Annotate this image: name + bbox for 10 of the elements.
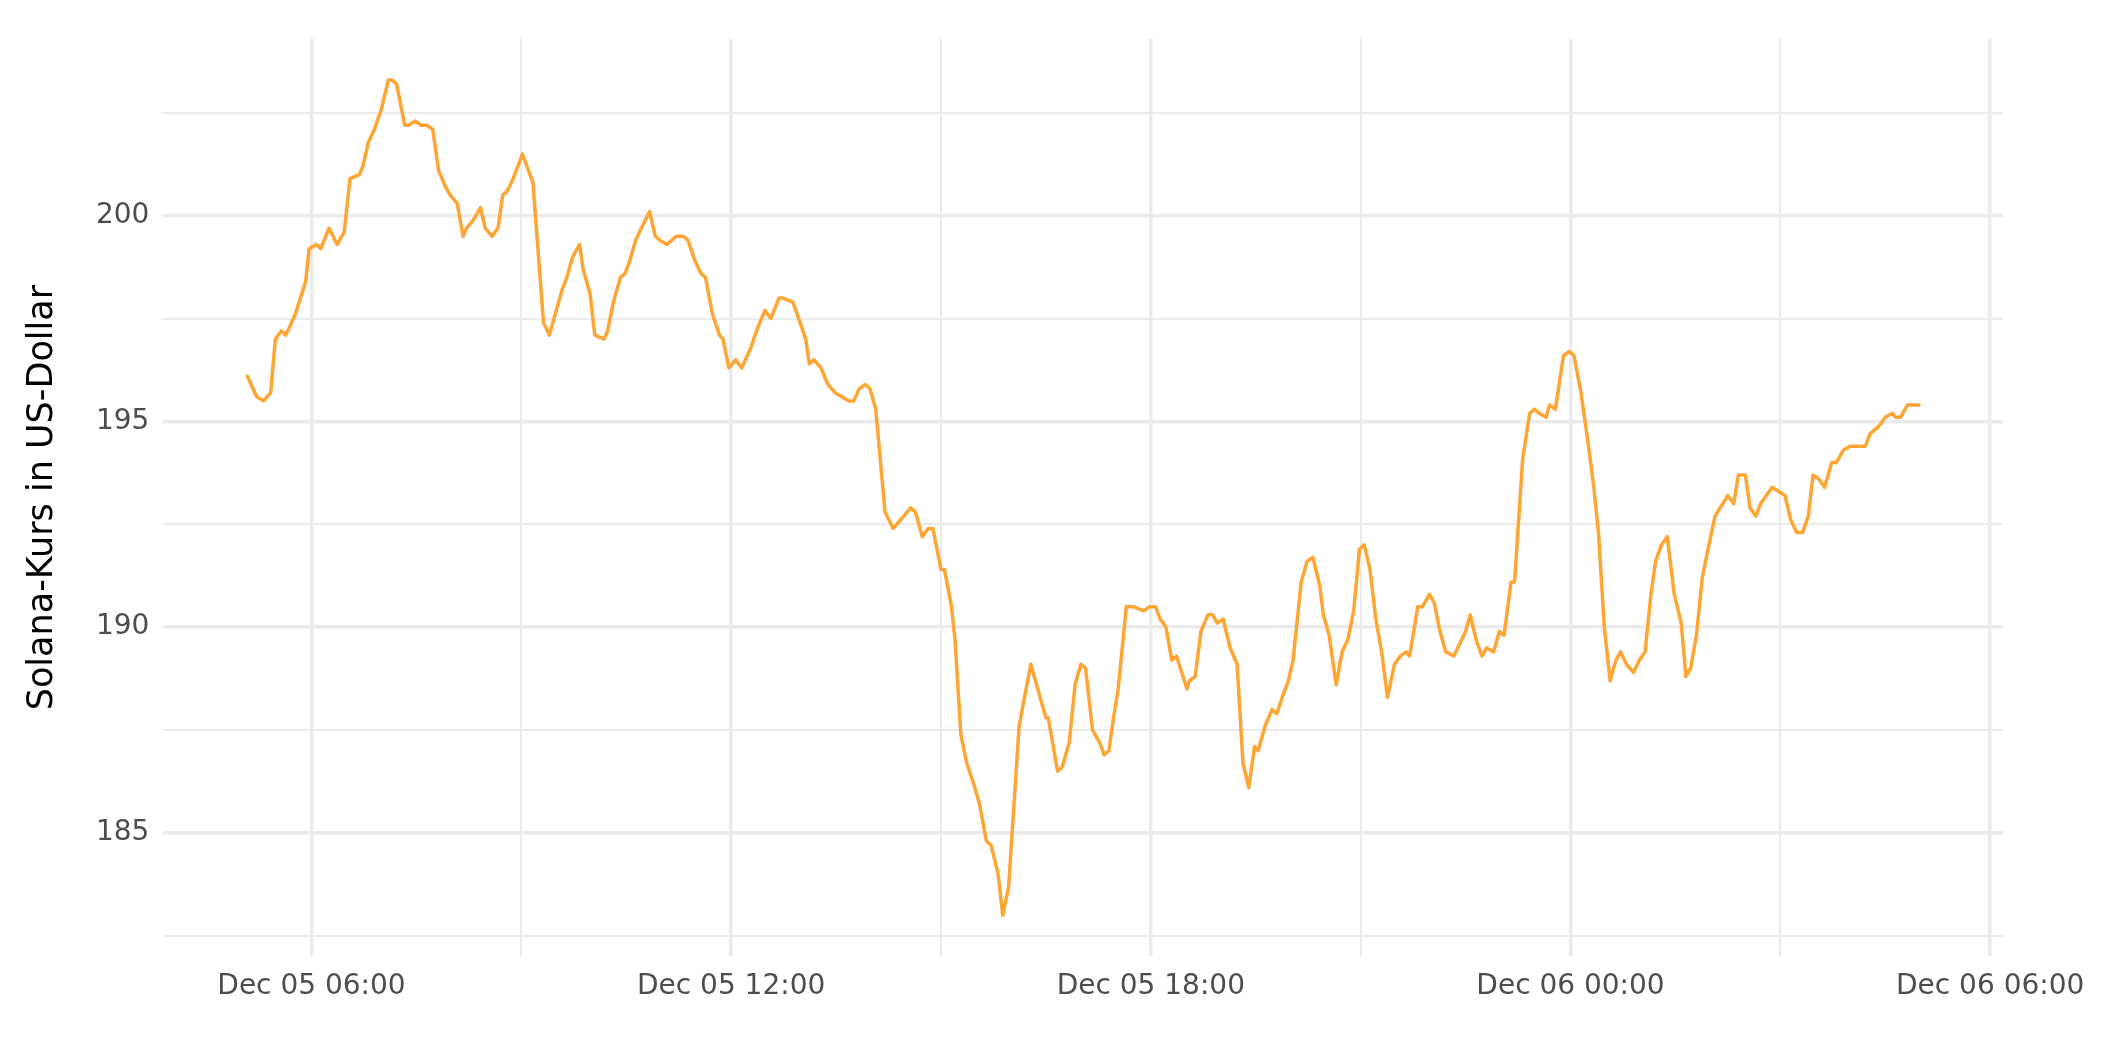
x-tick-label: Dec 05 06:00 [217,968,406,1002]
y-tick-label: 185 [95,814,150,848]
x-tick-label: Dec 06 00:00 [1476,968,1665,1002]
y-tick-label: 195 [95,402,150,436]
y-axis-title: Solana-Kurs in US-Dollar [20,284,61,711]
y-tick-label: 190 [95,608,150,642]
y-tick-label: 200 [95,197,150,231]
x-tick-label: Dec 05 18:00 [1056,968,1245,1002]
x-tick-label: Dec 06 06:00 [1896,968,2085,1002]
x-tick-label: Dec 05 12:00 [637,968,826,1002]
